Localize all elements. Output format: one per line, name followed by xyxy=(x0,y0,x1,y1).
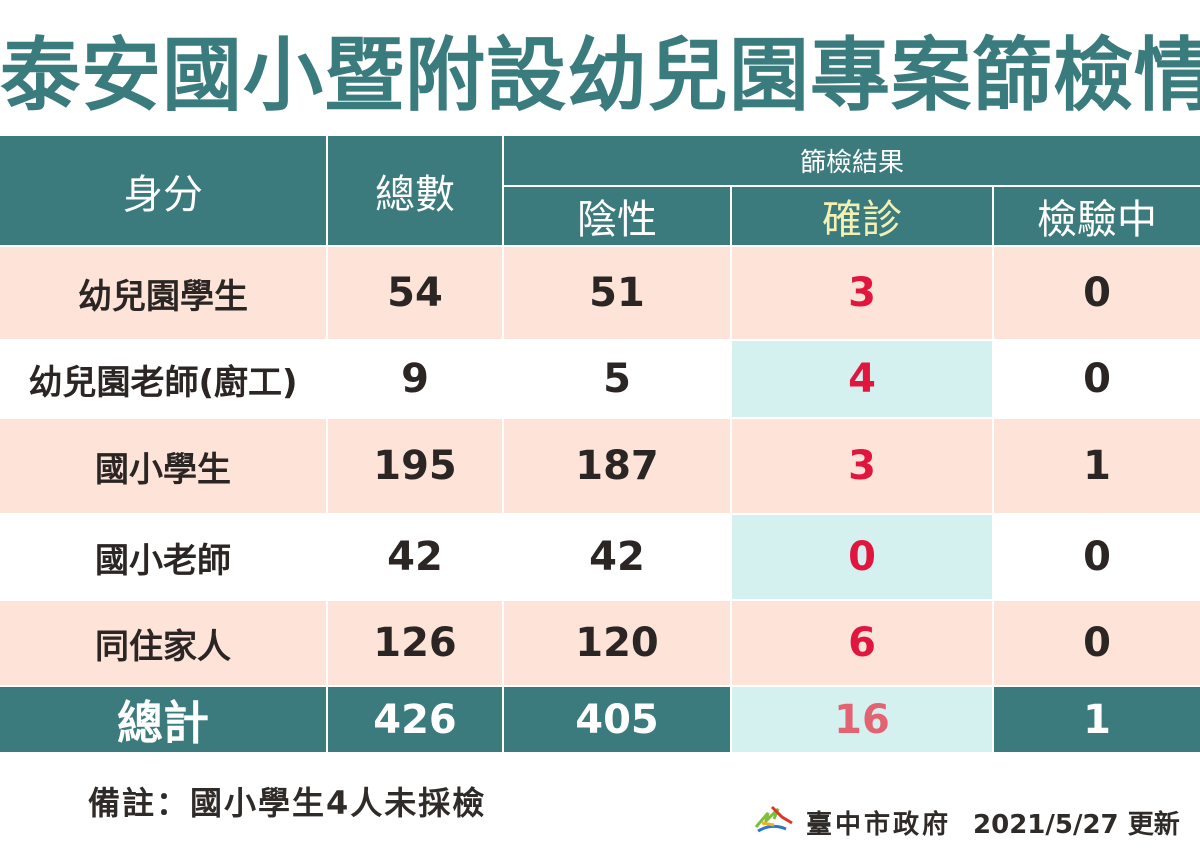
page-title: 泰安國小暨附設幼兒園專案篩檢情形 xyxy=(0,29,1200,122)
row-identity: 同住家人 xyxy=(0,601,326,685)
footer: 臺中市政府 2021/5/27 更新 xyxy=(752,802,1180,842)
totals-negative: 405 xyxy=(504,687,730,752)
row-identity: 幼兒園學生 xyxy=(0,247,326,339)
row-identity: 國小老師 xyxy=(0,515,326,599)
row-total: 42 xyxy=(328,515,502,599)
header-identity: 身分 xyxy=(0,136,326,245)
header-negative: 陰性 xyxy=(504,187,730,245)
row-confirmed: 0 xyxy=(732,515,992,599)
row-negative: 5 xyxy=(504,341,730,417)
row-total: 195 xyxy=(328,419,502,513)
header-confirmed: 確診 xyxy=(732,187,992,245)
totals-confirmed: 16 xyxy=(732,687,992,752)
row-total: 54 xyxy=(328,247,502,339)
row-negative: 120 xyxy=(504,601,730,685)
taichung-city-logo-icon xyxy=(752,803,798,842)
row-confirmed: 3 xyxy=(732,247,992,339)
footer-org: 臺中市政府 xyxy=(806,809,952,840)
row-confirmed: 4 xyxy=(732,341,992,417)
totals-testing: 1 xyxy=(994,687,1200,752)
totals-total: 426 xyxy=(328,687,502,752)
header-testing: 檢驗中 xyxy=(994,187,1200,245)
row-testing: 0 xyxy=(994,601,1200,685)
row-testing: 0 xyxy=(994,515,1200,599)
row-identity: 幼兒園老師(廚工) xyxy=(0,341,326,417)
footer-date: 2021/5/27 更新 xyxy=(973,809,1180,840)
row-negative: 187 xyxy=(504,419,730,513)
totals-label: 總計 xyxy=(0,687,326,752)
row-confirmed: 3 xyxy=(732,419,992,513)
row-testing: 0 xyxy=(994,341,1200,417)
footnote: 備註：國小學生4人未採檢 xyxy=(88,784,487,822)
row-negative: 51 xyxy=(504,247,730,339)
header-result-group: 篩檢結果 xyxy=(504,136,1200,185)
row-negative: 42 xyxy=(504,515,730,599)
header-total: 總數 xyxy=(328,136,502,245)
row-identity: 國小學生 xyxy=(0,419,326,513)
row-testing: 0 xyxy=(994,247,1200,339)
row-confirmed: 6 xyxy=(732,601,992,685)
row-total: 126 xyxy=(328,601,502,685)
row-testing: 1 xyxy=(994,419,1200,513)
row-total: 9 xyxy=(328,341,502,417)
